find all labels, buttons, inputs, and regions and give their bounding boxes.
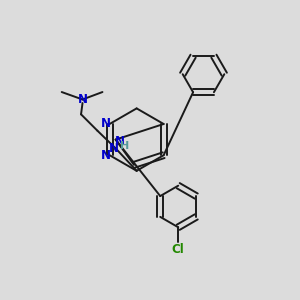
Text: N: N (101, 118, 111, 130)
Text: N: N (108, 142, 118, 155)
Text: N: N (101, 149, 111, 162)
Text: H: H (120, 140, 129, 151)
Text: N: N (77, 93, 88, 106)
Text: Cl: Cl (172, 243, 184, 256)
Text: N: N (115, 135, 125, 148)
